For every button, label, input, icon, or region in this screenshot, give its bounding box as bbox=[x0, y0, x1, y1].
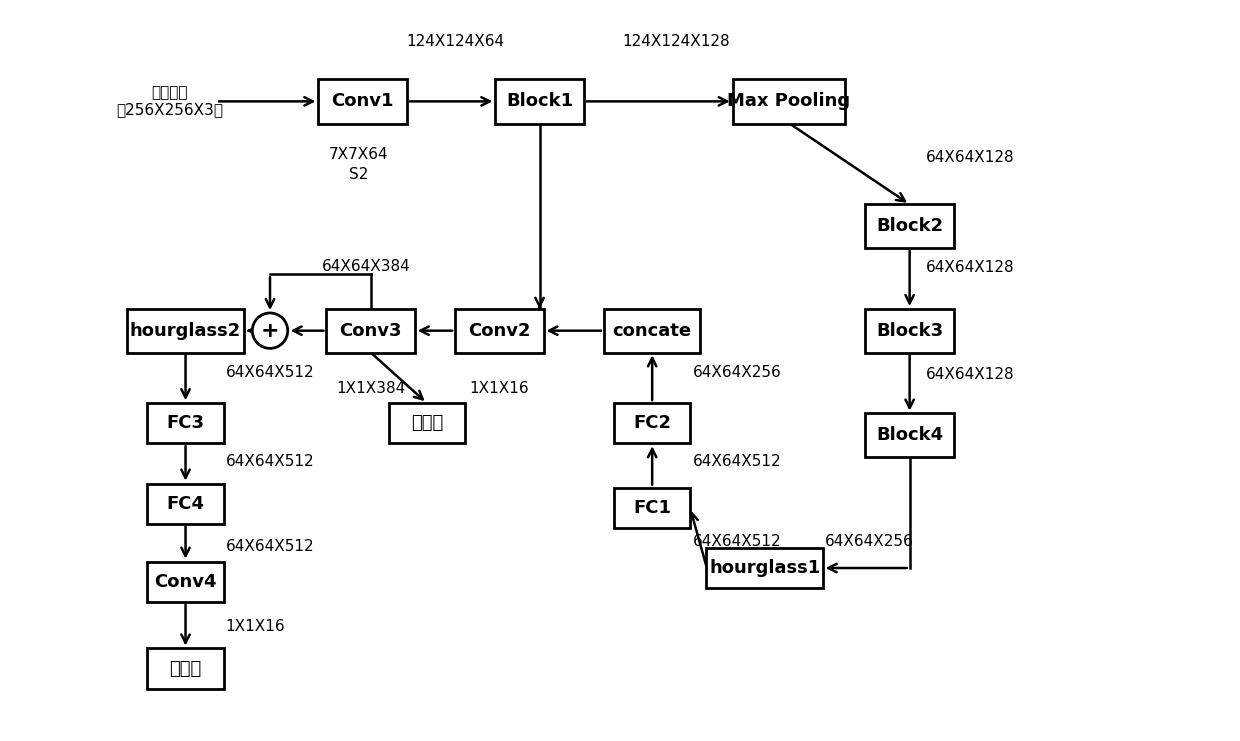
FancyBboxPatch shape bbox=[866, 204, 954, 248]
FancyBboxPatch shape bbox=[707, 548, 823, 588]
Text: Max Pooling: Max Pooling bbox=[728, 93, 851, 110]
Text: Conv3: Conv3 bbox=[340, 322, 402, 339]
Text: Conv1: Conv1 bbox=[331, 93, 394, 110]
Text: Block4: Block4 bbox=[877, 426, 944, 445]
FancyBboxPatch shape bbox=[148, 403, 223, 443]
Text: Block1: Block1 bbox=[506, 93, 573, 110]
Text: 热力图: 热力图 bbox=[170, 659, 202, 677]
Text: 64X64X512: 64X64X512 bbox=[692, 534, 781, 549]
FancyBboxPatch shape bbox=[866, 308, 954, 353]
FancyBboxPatch shape bbox=[128, 308, 244, 353]
Text: 64X64X256: 64X64X256 bbox=[825, 534, 914, 549]
Text: FC1: FC1 bbox=[634, 499, 671, 516]
FancyBboxPatch shape bbox=[388, 403, 465, 443]
Text: 64X64X384: 64X64X384 bbox=[322, 259, 412, 274]
Text: 124X124X64: 124X124X64 bbox=[405, 34, 505, 49]
Text: 64X64X256: 64X64X256 bbox=[692, 365, 781, 380]
Text: Block3: Block3 bbox=[877, 322, 944, 339]
Text: 热力图: 热力图 bbox=[410, 414, 443, 432]
Text: 1X1X384: 1X1X384 bbox=[336, 381, 405, 396]
FancyBboxPatch shape bbox=[148, 562, 223, 602]
FancyBboxPatch shape bbox=[455, 308, 543, 353]
Circle shape bbox=[252, 313, 288, 348]
FancyBboxPatch shape bbox=[326, 308, 415, 353]
Text: hourglass1: hourglass1 bbox=[709, 559, 821, 577]
Text: 64X64X128: 64X64X128 bbox=[926, 368, 1014, 382]
FancyBboxPatch shape bbox=[866, 413, 954, 457]
Text: 64X64X128: 64X64X128 bbox=[926, 260, 1014, 276]
Text: FC3: FC3 bbox=[166, 414, 205, 432]
Text: FC2: FC2 bbox=[634, 414, 671, 432]
Text: 7X7X64: 7X7X64 bbox=[329, 147, 388, 162]
Text: hourglass2: hourglass2 bbox=[130, 322, 241, 339]
Text: 输入图片
（256X256X3）: 输入图片 （256X256X3） bbox=[117, 85, 223, 118]
FancyBboxPatch shape bbox=[495, 79, 584, 124]
Text: Conv4: Conv4 bbox=[154, 573, 217, 591]
FancyBboxPatch shape bbox=[614, 403, 691, 443]
FancyBboxPatch shape bbox=[319, 79, 407, 124]
Text: FC4: FC4 bbox=[166, 495, 205, 513]
Text: 64X64X512: 64X64X512 bbox=[226, 453, 315, 468]
Text: 64X64X512: 64X64X512 bbox=[692, 453, 781, 468]
FancyBboxPatch shape bbox=[148, 648, 223, 688]
Text: Block2: Block2 bbox=[877, 217, 944, 235]
Text: 64X64X512: 64X64X512 bbox=[226, 539, 315, 554]
Text: 124X124X128: 124X124X128 bbox=[622, 34, 730, 49]
Text: 64X64X128: 64X64X128 bbox=[926, 150, 1014, 165]
Text: +: + bbox=[260, 321, 279, 341]
FancyBboxPatch shape bbox=[148, 484, 223, 524]
Text: concate: concate bbox=[613, 322, 692, 339]
Text: S2: S2 bbox=[348, 167, 368, 182]
FancyBboxPatch shape bbox=[733, 79, 846, 124]
Text: 1X1X16: 1X1X16 bbox=[226, 619, 285, 634]
Text: 64X64X512: 64X64X512 bbox=[226, 365, 315, 380]
Text: Conv2: Conv2 bbox=[467, 322, 531, 339]
FancyBboxPatch shape bbox=[614, 488, 691, 528]
FancyBboxPatch shape bbox=[604, 308, 701, 353]
Text: 1X1X16: 1X1X16 bbox=[470, 381, 529, 396]
